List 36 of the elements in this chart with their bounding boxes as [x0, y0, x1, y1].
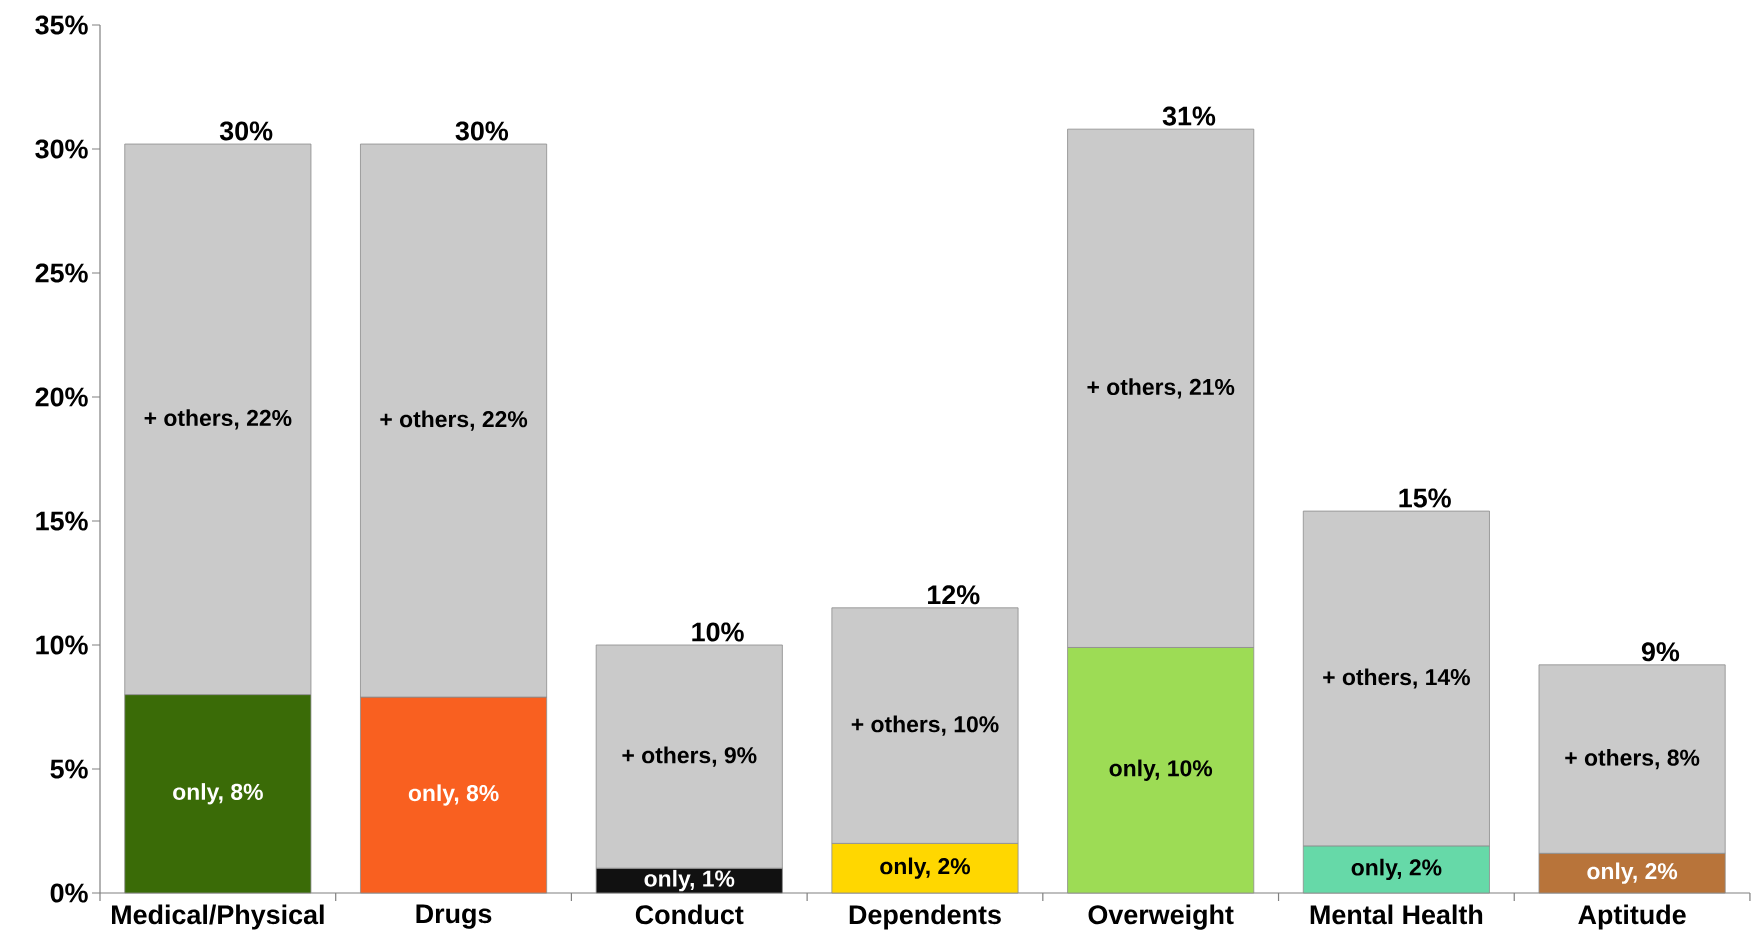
data-label: only, 2% — [880, 857, 970, 879]
x-tick-label: Overweight — [1088, 904, 1234, 930]
total-label: 12% — [928, 585, 980, 605]
data-label: + others, 8% — [1565, 749, 1700, 770]
data-label: only, 8% — [173, 783, 263, 805]
data-label: + others, 21% — [1087, 378, 1235, 399]
data-label: + others, 22% — [380, 410, 528, 431]
data-label: only, 1% — [644, 869, 735, 892]
data-label: only, 2% — [1351, 858, 1442, 881]
y-tick-label: 15% — [36, 511, 88, 531]
total-label: 10% — [692, 622, 744, 642]
data-label: only, 10% — [1109, 759, 1213, 781]
x-tick-label: Medical/Physical — [112, 904, 324, 930]
data-label: only, 2% — [1587, 862, 1678, 884]
y-tick-label: 0% — [50, 883, 88, 903]
x-tick-label: Drugs — [416, 904, 492, 929]
data-label: + others, 9% — [622, 746, 757, 767]
total-label: 30% — [219, 121, 273, 141]
total-label: 30% — [455, 121, 509, 141]
data-label: + others, 10% — [851, 715, 999, 736]
data-label: only, 8% — [408, 784, 499, 806]
y-tick-label: 20% — [35, 387, 88, 407]
data-label: + others, 14% — [1323, 668, 1470, 689]
total-label: 9% — [1641, 642, 1680, 662]
x-tick-label: Mental Health — [1310, 904, 1483, 925]
y-tick-label: 25% — [35, 263, 88, 283]
x-tick-label: Aptitude — [1578, 904, 1686, 930]
y-tick-label: 5% — [50, 759, 88, 779]
y-tick-label: 10% — [36, 635, 88, 655]
total-label: 15% — [1399, 488, 1451, 508]
y-tick-label: 35% — [35, 15, 88, 35]
x-tick-label: Dependents — [849, 904, 1001, 930]
x-tick-label: Conduct — [635, 904, 744, 925]
y-tick-label: 30% — [35, 139, 88, 159]
data-label: + others, 22% — [144, 409, 292, 430]
total-label: 31% — [1162, 106, 1216, 126]
